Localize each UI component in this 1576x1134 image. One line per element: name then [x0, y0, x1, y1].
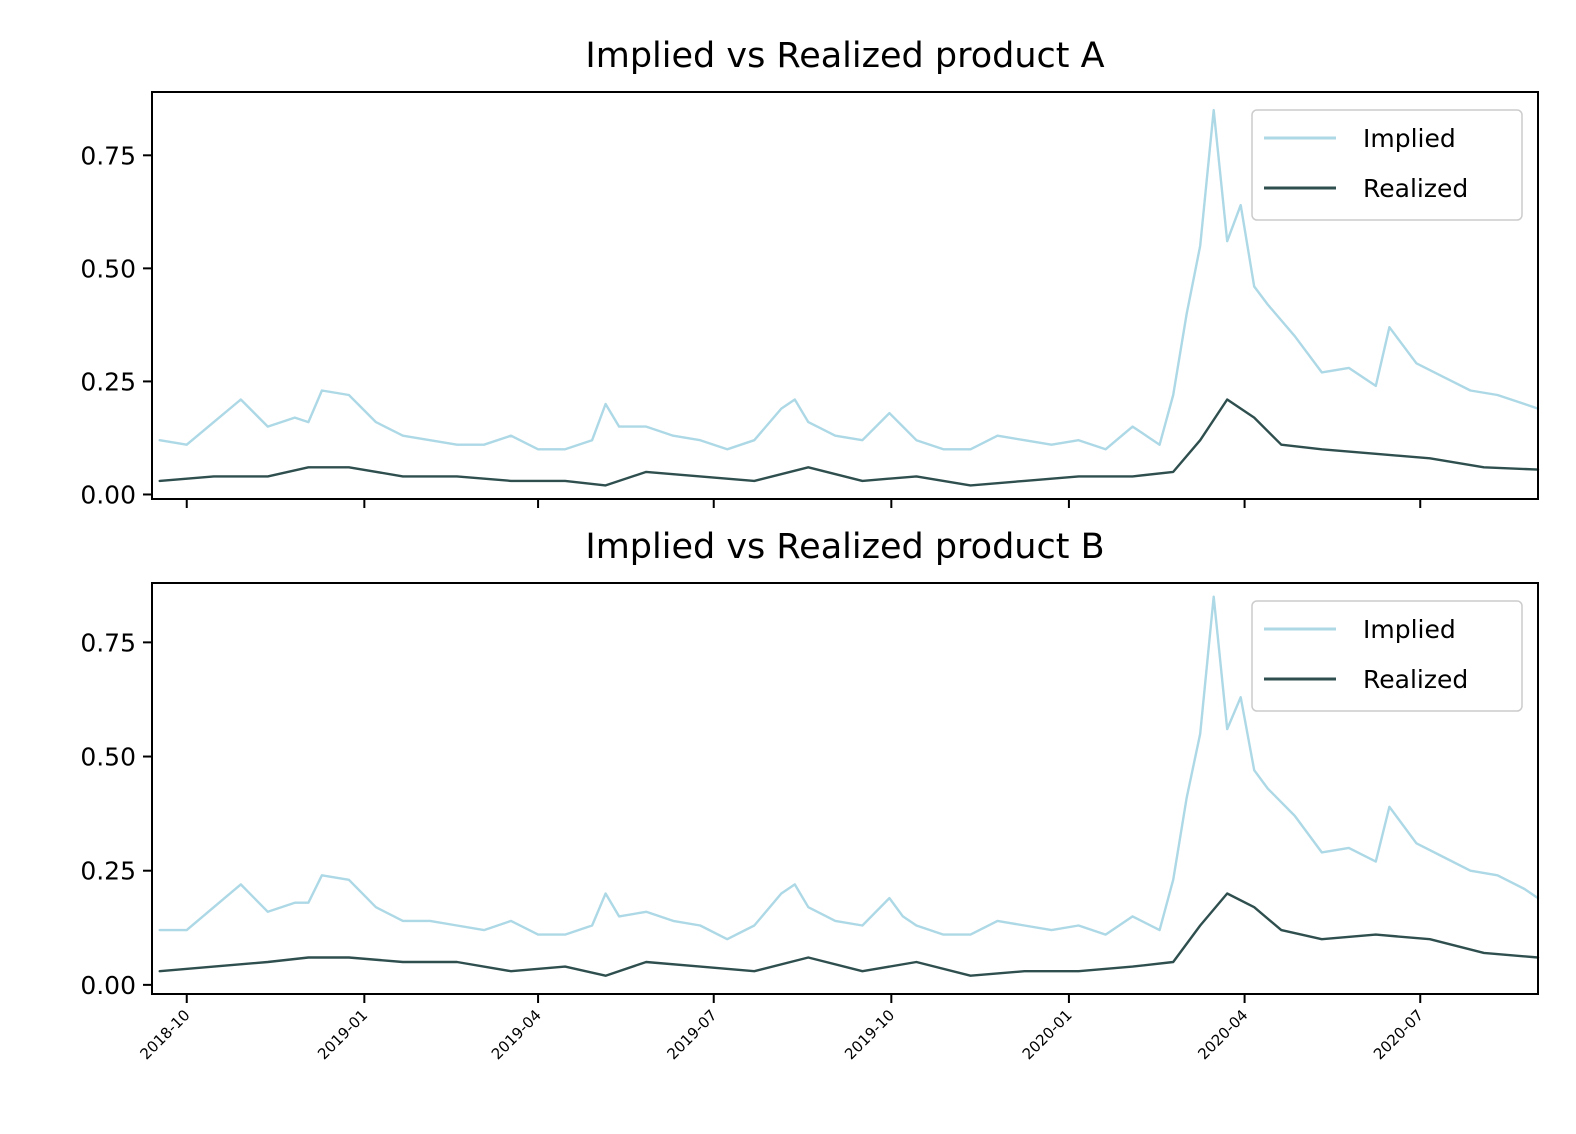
x-axis	[185, 499, 1422, 508]
legend: Implied Realized	[1251, 109, 1523, 221]
series-line-implied	[158, 108, 1540, 451]
plot-area	[158, 595, 1540, 977]
legend: Implied Realized	[1251, 600, 1523, 712]
legend-label-realized: Realized	[1363, 174, 1468, 203]
series-line-realized	[158, 892, 1540, 977]
y-tick-label: 0.25	[80, 857, 136, 886]
y-axis: 0.00 0.25 0.50 0.75	[80, 628, 152, 1000]
y-tick-label: 0.50	[80, 254, 136, 283]
series-line-realized	[158, 398, 1540, 487]
axes-frame	[151, 91, 1539, 500]
chart-title: Implied vs Realized product B	[585, 527, 1104, 567]
y-tick-label: 0.75	[80, 628, 136, 657]
axes-frame	[151, 582, 1539, 995]
y-axis: 0.00 0.25 0.50 0.75	[80, 141, 152, 509]
chart-title: Implied vs Realized product A	[585, 36, 1104, 76]
y-tick-label: 0.75	[80, 141, 136, 170]
panel-product-a: Implied vs Realized product A 0.000.250.…	[80, 36, 1540, 509]
plot-area	[158, 108, 1540, 487]
y-tick-label: 0.50	[80, 743, 136, 772]
series-line-implied	[158, 595, 1540, 941]
y-tick-label: 0.25	[80, 367, 136, 396]
y-tick-label: 0.00	[80, 480, 136, 509]
y-tick-label: 0.00	[80, 971, 136, 1000]
legend-label-implied: Implied	[1363, 124, 1456, 153]
legend-label-implied: Implied	[1363, 615, 1456, 644]
legend-label-realized: Realized	[1363, 665, 1468, 694]
